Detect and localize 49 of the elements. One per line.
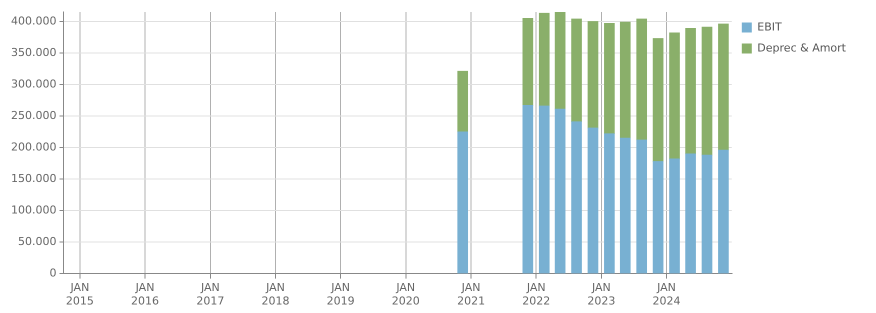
bar	[571, 18, 582, 122]
bar	[702, 26, 712, 156]
bar	[457, 70, 468, 132]
bar	[718, 24, 729, 150]
y-tick-label: 300.000	[10, 77, 56, 90]
bar	[588, 21, 598, 128]
bar	[702, 154, 712, 274]
y-tick-label: 350.000	[10, 46, 56, 59]
bar	[522, 104, 534, 274]
bar	[652, 38, 664, 162]
legend-label: Deprec & Amort	[757, 41, 847, 54]
bar	[636, 140, 648, 274]
bar	[571, 121, 582, 274]
bar	[538, 12, 550, 106]
bar	[620, 138, 631, 274]
bar	[538, 106, 550, 274]
y-tick-label: 50.000	[18, 234, 56, 248]
bar	[522, 18, 534, 106]
x-tick-label: JAN 2024	[652, 281, 680, 308]
y-tick-label: 400.000	[10, 14, 56, 28]
y-tick-label: 0	[49, 266, 56, 280]
x-tick-label: JAN 2023	[587, 281, 616, 308]
bar	[604, 133, 615, 274]
x-tick-label: JAN 2016	[131, 281, 160, 308]
bar	[620, 22, 631, 138]
x-tick-label: JAN 2021	[457, 281, 486, 308]
bar	[554, 108, 566, 274]
x-tick-label: JAN 2018	[261, 281, 290, 308]
y-tick-label: 150.000	[10, 172, 56, 185]
y-tick-label: 200.000	[10, 140, 56, 154]
bar	[685, 28, 696, 154]
bar	[669, 158, 680, 274]
x-tick-label: JAN 2020	[392, 281, 420, 308]
bar	[669, 32, 680, 160]
x-tick-label: JAN 2017	[196, 281, 224, 308]
bar	[554, 12, 566, 110]
bar	[718, 150, 729, 274]
bar	[604, 23, 615, 134]
y-tick-label: 100.000	[10, 203, 56, 216]
x-tick-label: JAN 2022	[522, 281, 550, 308]
bar	[652, 161, 664, 274]
y-tick-label: 250.000	[10, 108, 56, 122]
x-tick-label: JAN 2019	[326, 281, 355, 308]
bar	[588, 128, 598, 274]
bar	[457, 131, 468, 274]
bar	[636, 18, 648, 140]
x-tick-label: JAN 2015	[66, 281, 94, 308]
bar	[685, 154, 696, 274]
legend-label: EBIT	[757, 20, 782, 34]
